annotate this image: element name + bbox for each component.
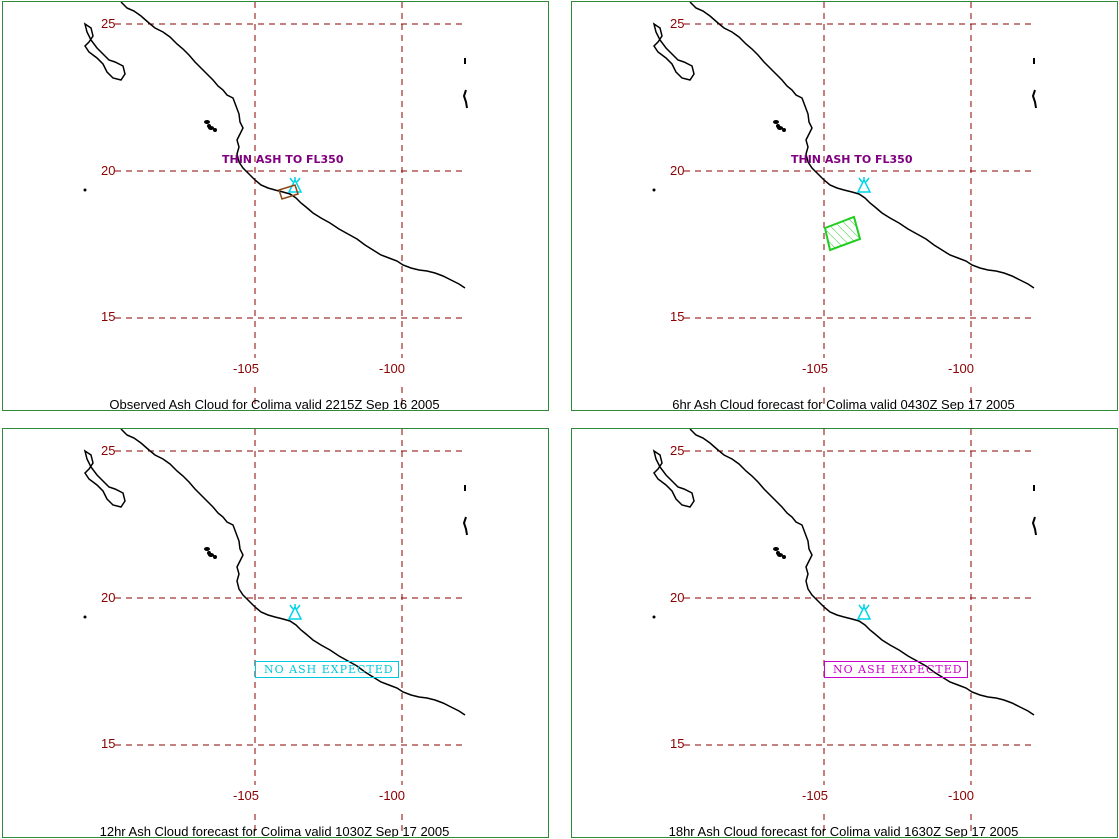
volcano-icon	[856, 177, 872, 193]
volcano-plume	[289, 177, 301, 183]
coastline-fragment	[1031, 516, 1037, 536]
lat-label-20: 20	[101, 163, 116, 178]
lon-label-105: -105	[802, 361, 829, 376]
panel-caption: 18hr Ash Cloud forecast for Colima valid…	[668, 824, 1019, 838]
volcano-plume	[289, 604, 301, 610]
lat-label-25: 25	[101, 443, 116, 458]
island	[773, 547, 779, 551]
island	[652, 615, 656, 619]
volcano-triangle	[287, 605, 303, 620]
lon-label-100: -100	[948, 361, 975, 376]
coastline	[689, 2, 1035, 289]
coastline	[120, 429, 466, 716]
baja-coastline	[83, 22, 126, 81]
baja-coastline	[652, 22, 695, 81]
volcano-icon	[287, 604, 303, 620]
volcano-triangle	[856, 178, 872, 193]
island	[773, 120, 779, 124]
lat-label-15: 15	[101, 736, 116, 751]
coastline	[689, 429, 1035, 716]
island	[776, 124, 780, 128]
panel-caption: Observed Ash Cloud for Colima valid 2215…	[109, 397, 440, 411]
lon-label-100: -100	[379, 788, 406, 803]
volcano-plume	[858, 604, 870, 610]
map-canvas	[83, 429, 468, 831]
lat-label-20: 20	[670, 590, 685, 605]
lon-label-100: -100	[948, 788, 975, 803]
island	[83, 615, 87, 619]
island	[213, 128, 217, 132]
map-panel-18hr: 25 20 15 -105 -100 NO ASH EXPECTED 18hr …	[571, 428, 1118, 838]
volcano-plume	[858, 177, 870, 183]
baja-coastline	[83, 449, 126, 508]
no-ash-expected-label: NO ASH EXPECTED	[824, 661, 968, 678]
island	[207, 124, 211, 128]
no-ash-expected-label: NO ASH EXPECTED	[255, 661, 399, 678]
map-canvas	[83, 2, 468, 404]
lat-label-15: 15	[670, 736, 685, 751]
lon-label-105: -105	[233, 788, 260, 803]
island	[776, 551, 780, 555]
lon-label-105: -105	[233, 361, 260, 376]
lat-label-25: 25	[101, 16, 116, 31]
map-canvas	[652, 429, 1037, 831]
island	[204, 120, 210, 124]
island	[782, 128, 786, 132]
lat-label-15: 15	[101, 309, 116, 324]
baja-coastline	[652, 449, 695, 508]
island	[83, 188, 87, 192]
coastline-fragment	[462, 89, 468, 109]
panel-caption: 12hr Ash Cloud forecast for Colima valid…	[99, 824, 450, 838]
map-panel-12hr: 25 20 15 -105 -100 NO ASH EXPECTED 12hr …	[2, 428, 549, 838]
panel-caption: 6hr Ash Cloud forecast for Colima valid …	[672, 397, 1015, 411]
lon-label-105: -105	[802, 788, 829, 803]
thin-ash-label: THIN ASH TO FL350	[791, 153, 913, 166]
map-panel-observed: 25 20 15 -105 -100 THIN ASH TO FL350 Obs…	[2, 1, 549, 411]
map-canvas	[652, 2, 1037, 404]
volcano-icon	[856, 604, 872, 620]
volcano-triangle	[856, 605, 872, 620]
lat-label-25: 25	[670, 16, 685, 31]
lon-label-100: -100	[379, 361, 406, 376]
coastline	[120, 2, 466, 289]
observed-ash-polygon	[278, 184, 299, 200]
island	[782, 555, 786, 559]
island	[213, 555, 217, 559]
map-panel-6hr: 25 20 15 -105 -100 THIN ASH TO FL350 6hr…	[571, 1, 1118, 411]
island	[207, 551, 211, 555]
lat-label-20: 20	[101, 590, 116, 605]
lat-label-25: 25	[670, 443, 685, 458]
lat-label-20: 20	[670, 163, 685, 178]
coastline-fragment	[462, 516, 468, 536]
island	[652, 188, 656, 192]
island	[204, 547, 210, 551]
thin-ash-label: THIN ASH TO FL350	[222, 153, 344, 166]
forecast-ash-polygon	[823, 215, 862, 252]
lat-label-15: 15	[670, 309, 685, 324]
coastline-fragment	[1031, 89, 1037, 109]
